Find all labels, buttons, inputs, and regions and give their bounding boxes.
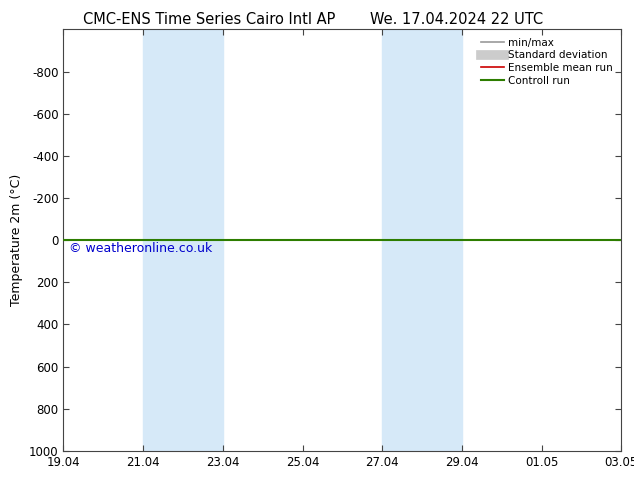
Bar — [382, 29, 462, 451]
Legend: min/max, Standard deviation, Ensemble mean run, Controll run: min/max, Standard deviation, Ensemble me… — [478, 35, 616, 89]
Text: CMC-ENS Time Series Cairo Intl AP: CMC-ENS Time Series Cairo Intl AP — [83, 12, 335, 27]
Text: We. 17.04.2024 22 UTC: We. 17.04.2024 22 UTC — [370, 12, 543, 27]
Text: © weatheronline.co.uk: © weatheronline.co.uk — [69, 242, 212, 255]
Bar — [143, 29, 223, 451]
Y-axis label: Temperature 2m (°C): Temperature 2m (°C) — [10, 174, 23, 306]
